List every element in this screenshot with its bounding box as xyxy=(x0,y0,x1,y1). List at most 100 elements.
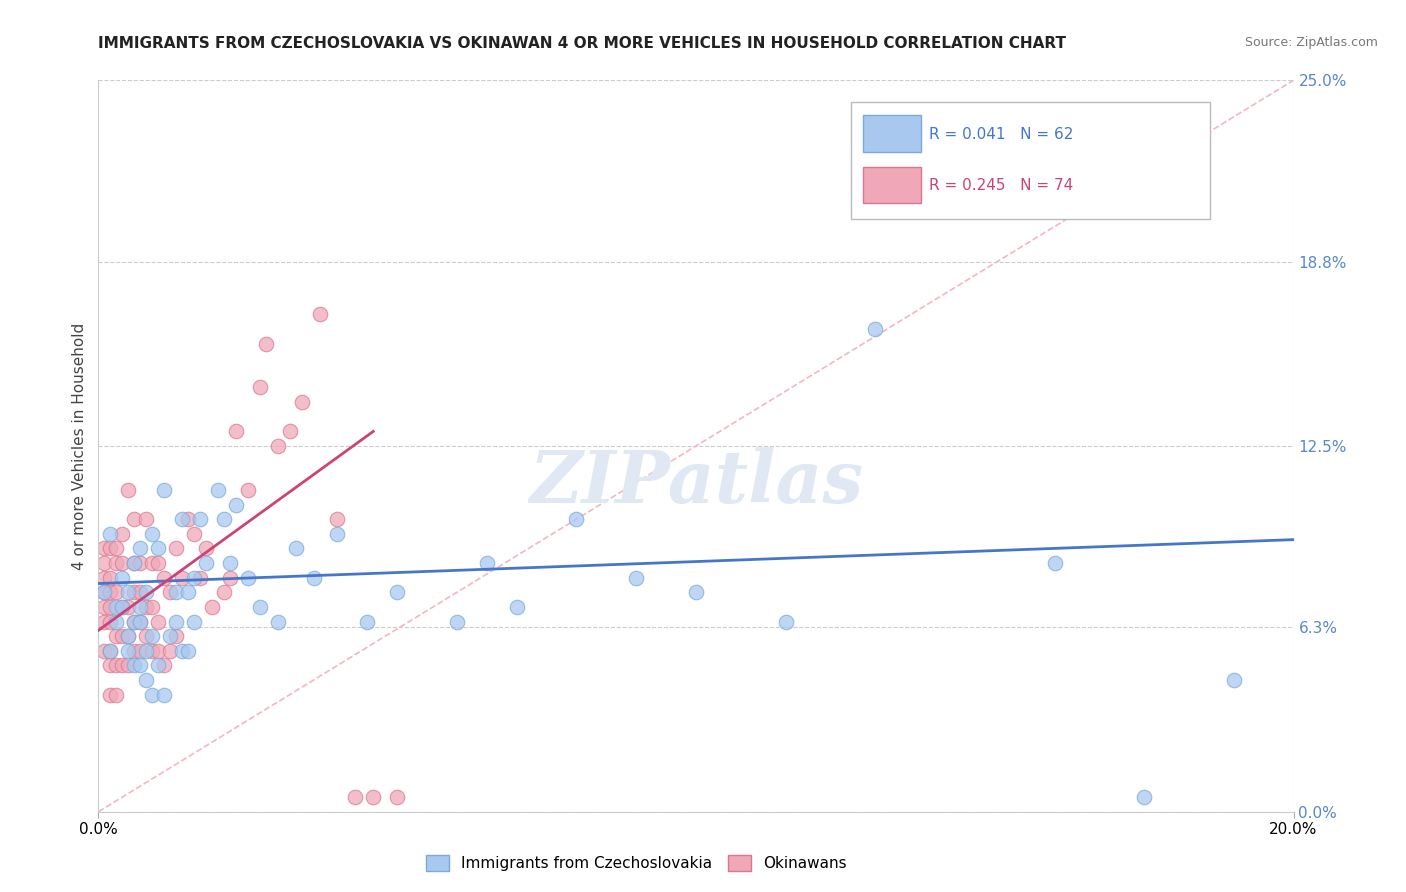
Point xyxy=(183,615,205,629)
Point xyxy=(124,615,146,629)
Point xyxy=(117,644,139,658)
Point xyxy=(129,556,152,570)
Point xyxy=(565,512,588,526)
Point xyxy=(291,395,314,409)
Point xyxy=(165,615,187,629)
Point xyxy=(141,599,163,614)
Point xyxy=(219,571,242,585)
Point xyxy=(100,599,122,614)
Point xyxy=(212,512,235,526)
Text: R = 0.041   N = 62: R = 0.041 N = 62 xyxy=(929,127,1073,142)
Point xyxy=(249,380,271,394)
Point xyxy=(165,629,187,643)
Point xyxy=(212,585,235,599)
Point xyxy=(100,541,122,556)
FancyBboxPatch shape xyxy=(863,115,921,152)
Point xyxy=(177,585,200,599)
Point xyxy=(93,599,115,614)
Point xyxy=(129,615,152,629)
Point xyxy=(188,512,211,526)
Point xyxy=(111,658,134,673)
Point xyxy=(135,644,157,658)
Point xyxy=(225,425,247,439)
Point xyxy=(308,307,330,321)
Point xyxy=(141,556,163,570)
Legend: Immigrants from Czechoslovakia, Okinawans: Immigrants from Czechoslovakia, Okinawan… xyxy=(420,849,852,877)
Point xyxy=(188,571,211,585)
Point xyxy=(267,439,290,453)
Point xyxy=(135,512,157,526)
Point xyxy=(1043,556,1066,570)
Point xyxy=(249,599,271,614)
Point xyxy=(207,483,229,497)
Point xyxy=(117,629,139,643)
Point xyxy=(172,571,194,585)
Point xyxy=(129,585,152,599)
Point xyxy=(111,599,134,614)
Point xyxy=(953,117,976,131)
Point xyxy=(475,556,498,570)
Text: ZIPatlas: ZIPatlas xyxy=(529,447,863,518)
Point xyxy=(344,790,367,805)
Point xyxy=(129,658,152,673)
Point xyxy=(135,673,157,687)
Point xyxy=(124,615,146,629)
Point xyxy=(141,688,163,702)
Point xyxy=(148,541,170,556)
Point xyxy=(141,644,163,658)
Point xyxy=(141,526,163,541)
Point xyxy=(100,644,122,658)
Point xyxy=(129,541,152,556)
Point xyxy=(326,526,349,541)
Point xyxy=(183,571,205,585)
Point xyxy=(93,556,115,570)
Point xyxy=(111,556,134,570)
Point xyxy=(93,585,115,599)
Point xyxy=(153,571,176,585)
Point xyxy=(100,526,122,541)
Point xyxy=(195,541,218,556)
Point xyxy=(117,629,139,643)
Point xyxy=(506,599,529,614)
Point xyxy=(129,599,152,614)
Point xyxy=(100,615,122,629)
Point xyxy=(124,556,146,570)
Point xyxy=(117,658,139,673)
Point xyxy=(172,644,194,658)
Point xyxy=(225,498,247,512)
Point xyxy=(105,658,128,673)
Point xyxy=(111,599,134,614)
Point xyxy=(117,599,139,614)
Point xyxy=(124,512,146,526)
FancyBboxPatch shape xyxy=(852,103,1209,219)
Point xyxy=(284,541,307,556)
Point xyxy=(124,644,146,658)
Point xyxy=(159,585,181,599)
Point xyxy=(100,571,122,585)
Point xyxy=(685,585,707,599)
Point xyxy=(124,585,146,599)
Point xyxy=(93,615,115,629)
Point xyxy=(105,556,128,570)
Point xyxy=(100,585,122,599)
Point xyxy=(267,615,290,629)
Text: Source: ZipAtlas.com: Source: ZipAtlas.com xyxy=(1244,36,1378,49)
Point xyxy=(148,615,170,629)
Point xyxy=(148,644,170,658)
Point xyxy=(105,629,128,643)
Point xyxy=(775,615,797,629)
Point xyxy=(105,599,128,614)
Point xyxy=(236,483,259,497)
Point xyxy=(153,658,176,673)
Point xyxy=(124,658,146,673)
Point xyxy=(105,688,128,702)
Point xyxy=(385,790,409,805)
Point xyxy=(124,556,146,570)
Point xyxy=(93,541,115,556)
Point xyxy=(1223,673,1246,687)
Point xyxy=(159,629,181,643)
Point xyxy=(129,615,152,629)
Point xyxy=(446,615,468,629)
Point xyxy=(165,585,187,599)
Point xyxy=(1133,790,1156,805)
